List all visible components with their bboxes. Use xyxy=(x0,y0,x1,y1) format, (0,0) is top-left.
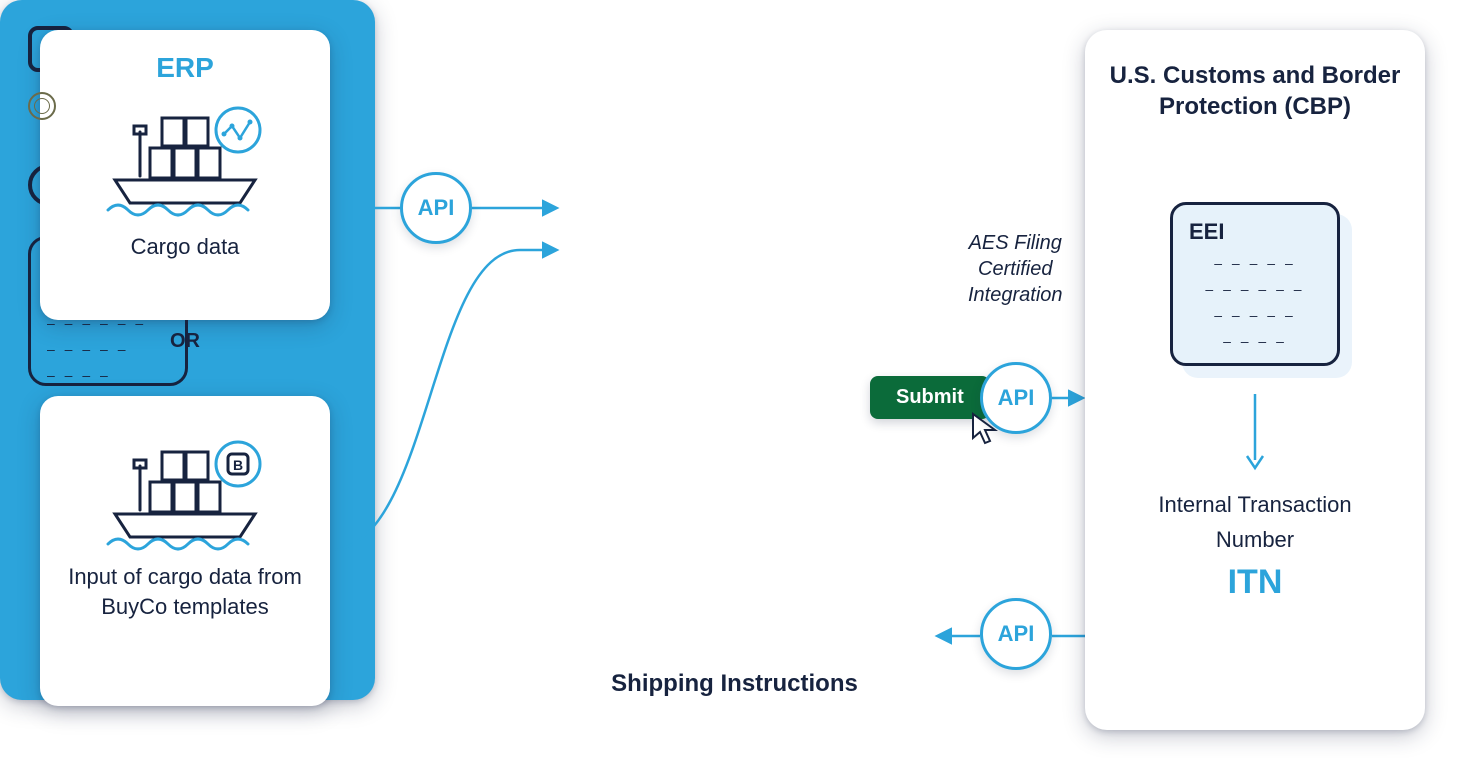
svg-text:B: B xyxy=(233,457,243,473)
itn-label-line2: Number xyxy=(1109,526,1401,555)
aes-filing-line2: Certified xyxy=(968,256,1063,282)
cbp-title: U.S. Customs and Border Protection (CBP) xyxy=(1109,60,1401,122)
aes-filing-line1: AES Filing xyxy=(968,230,1063,256)
or-label: OR xyxy=(170,330,200,353)
globe-icon xyxy=(28,92,56,120)
cargo-ship-buyco-icon: B xyxy=(100,432,270,552)
cargo-ship-icon xyxy=(100,98,270,218)
input-card: B Input of cargo data from BuyCo templat… xyxy=(40,396,330,706)
eei-dash-line: – – – – – xyxy=(47,341,169,357)
eei-title-cbp: EEI xyxy=(1189,219,1321,245)
itn-label-line1: Internal Transaction xyxy=(1109,491,1401,520)
eei-dash-line: – – – – xyxy=(47,367,169,383)
itn-big-label: ITN xyxy=(1109,563,1401,602)
erp-title: ERP xyxy=(58,52,312,84)
eei-document-cbp: EEI – – – – – – – – – – – – – – – – – – – – xyxy=(1170,202,1340,366)
cbp-card: U.S. Customs and Border Protection (CBP)… xyxy=(1085,30,1425,730)
api-badge-bottom-right: API xyxy=(980,598,1052,670)
aes-filing-label: AES Filing Certified Integration xyxy=(968,230,1063,308)
input-card-text: Input of cargo data from BuyCo templates xyxy=(62,562,308,621)
aes-filing-line3: Integration xyxy=(968,282,1063,308)
eei-dash-line: – – – – – xyxy=(1189,307,1321,323)
eei-dash-line: – – – – – xyxy=(1189,255,1321,271)
down-arrow-icon xyxy=(1240,390,1270,474)
eei-dash-line: – – – – xyxy=(1189,333,1321,349)
api-badge-left: API xyxy=(400,172,472,244)
api-badge-top-right: API xyxy=(980,362,1052,434)
erp-subtitle: Cargo data xyxy=(58,234,312,260)
eei-dash-line: – – – – – – xyxy=(1189,281,1321,297)
erp-card: ERP Cargo data xyxy=(40,30,330,320)
